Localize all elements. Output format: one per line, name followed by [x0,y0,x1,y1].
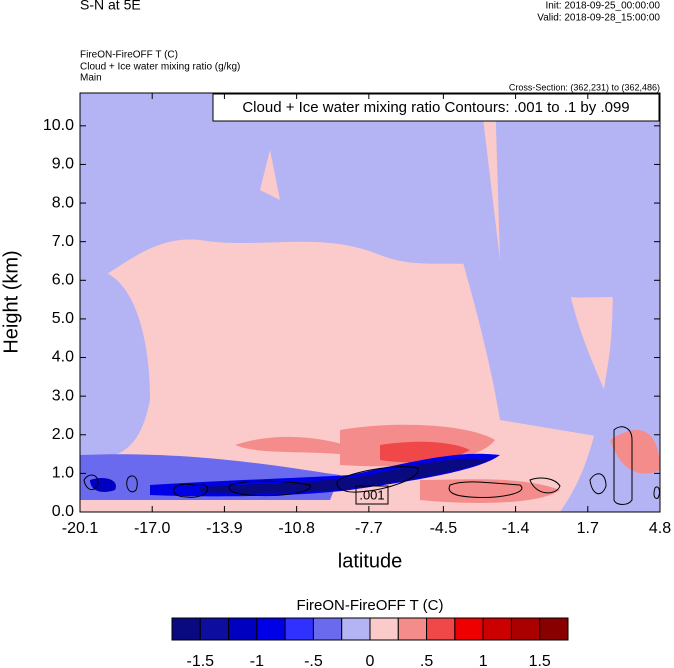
colorbar-tick-label: 1.5 [529,653,551,668]
contour-info-box [212,93,660,122]
y-tick-label: 4.0 [52,349,74,366]
colorbar-tick-label: 0 [366,653,375,668]
colorbar-box [199,617,230,641]
y-tick-label: 8.0 [52,194,74,211]
colorbar-tick-label: .5 [420,653,433,668]
y-tick-label: 1.0 [52,465,74,482]
colorbar-box [482,617,512,641]
colorbar-box [454,617,484,641]
x-tick-label: -13.9 [206,520,243,537]
x-tick-label: -4.5 [430,520,458,537]
y-tick-label: 5.0 [52,310,74,327]
colorbar-box [284,617,314,641]
colorbar-box [397,617,428,641]
cross-section: Cross-Section: (362,231) to (362,486) [509,82,660,92]
cloud-contours [83,426,660,505]
colorbar-title: FireON-FireOFF T (C) [297,597,444,614]
colorbar-tick-label: 1 [479,653,488,668]
y-tick-label: 3.0 [52,387,74,404]
red-patch [235,436,360,455]
x-tick-label: -10.8 [278,520,315,537]
contour-label-box [355,485,389,505]
y-tick-label: 2.0 [52,426,74,443]
x-tick-label: -1.4 [502,520,530,537]
y-tick-label: 10.0 [43,117,74,134]
blue-core [90,478,116,492]
colorbar-box [312,617,343,641]
valid-time: Valid: 2018-09-28_15:00:00 [537,13,660,24]
east-region [420,93,620,440]
x-tick-label: -7.7 [355,520,383,537]
left-region [80,269,150,460]
right-region [560,93,660,512]
colorbar-box [171,617,201,641]
x-tick-label: 1.7 [577,520,599,537]
colorbar-tick-label: -.5 [304,653,323,668]
init-time: Init: 2018-09-25_00:00:00 [545,1,660,12]
plot-frame [79,92,661,513]
chart-title: S-N at 5E [80,0,141,13]
red-patch [610,430,660,474]
colorbar-box [539,617,569,641]
x-tick-label: 4.8 [649,520,671,537]
y-tick-label: 6.0 [52,272,74,289]
x-axis-label: latitude [338,550,403,572]
colorbar-box [369,617,399,641]
colorbar-box [228,617,258,641]
x-tick-label: -20.1 [62,520,99,537]
colorbar-box [256,617,286,641]
red-patch [420,479,560,503]
colorbar-tick-label: -1 [250,653,264,668]
fill-label: FireON-FireOFF T (C) [80,50,178,61]
domain-label: Main [80,73,102,84]
contour-field-label: Cloud + Ice water mixing ratio (g/kg) [80,62,240,73]
colorbar-tick-label: -1.5 [186,653,214,668]
contour-info: Cloud + Ice water mixing ratio Contours:… [242,99,629,116]
field: .001 [80,93,660,512]
colorbar-box [341,617,371,641]
contour-label: .001 [359,487,384,502]
colorbar-box [510,617,541,641]
y-axis-label: Height (km) [0,250,22,353]
y-tick-label: 9.0 [52,156,74,173]
y-tick-label: 7.0 [52,233,74,250]
y-tick-label: 0.0 [52,503,74,520]
x-tick-label: -17.0 [134,520,171,537]
colorbar-box [426,617,456,641]
